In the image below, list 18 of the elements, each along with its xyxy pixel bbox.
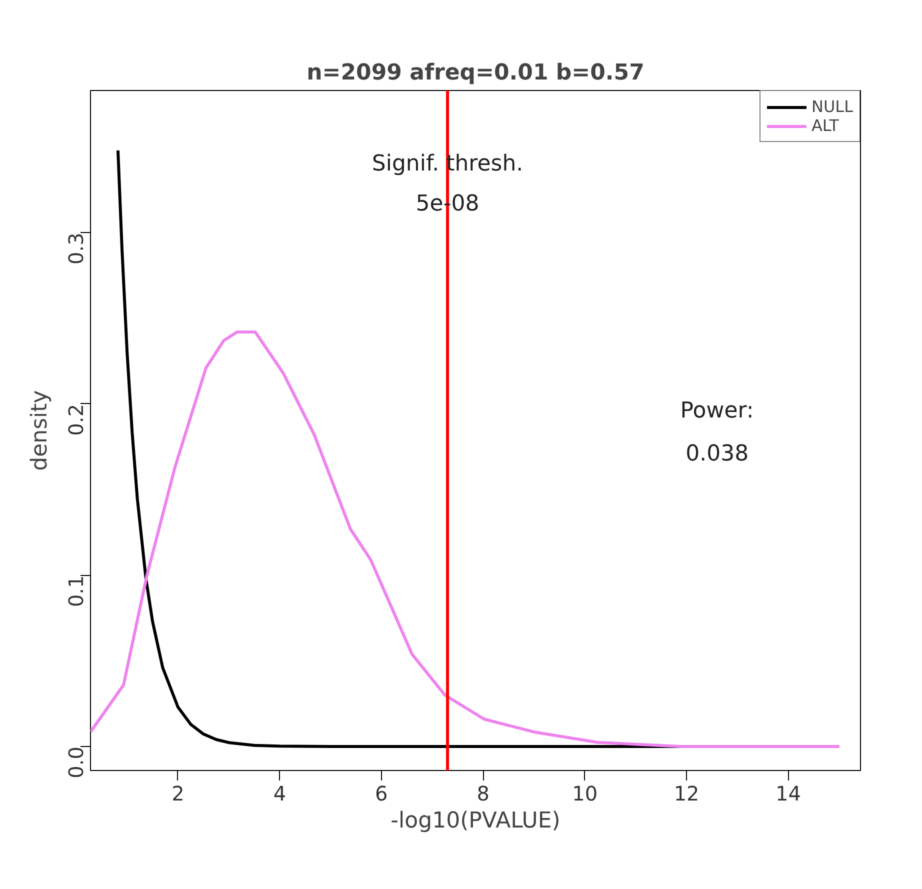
y-axis-title: density bbox=[28, 390, 52, 471]
y-tick-label: 0.2 bbox=[64, 404, 88, 436]
chart-title: n=2099 afreq=0.01 b=0.57 bbox=[306, 60, 644, 86]
x-tick-label: 6 bbox=[375, 782, 388, 806]
x-tick-label: 8 bbox=[476, 782, 490, 806]
x-tick-label: 14 bbox=[776, 782, 802, 806]
y-tick-label: 0.0 bbox=[64, 746, 88, 778]
legend-label: ALT bbox=[811, 116, 839, 135]
y-tick-label: 0.1 bbox=[64, 575, 88, 608]
x-tick-label: 10 bbox=[572, 782, 598, 806]
y-tick-label: 0.3 bbox=[64, 232, 88, 264]
x-axis-title: -log10(PVALUE) bbox=[390, 808, 560, 834]
legend-label: NULL bbox=[811, 97, 853, 116]
x-tick-label: 2 bbox=[172, 782, 184, 806]
annotation: 0.038 bbox=[686, 441, 749, 466]
x-tick-label: 12 bbox=[674, 782, 700, 806]
annotation: Power: bbox=[680, 398, 754, 424]
x-tick-label: 4 bbox=[273, 782, 286, 806]
